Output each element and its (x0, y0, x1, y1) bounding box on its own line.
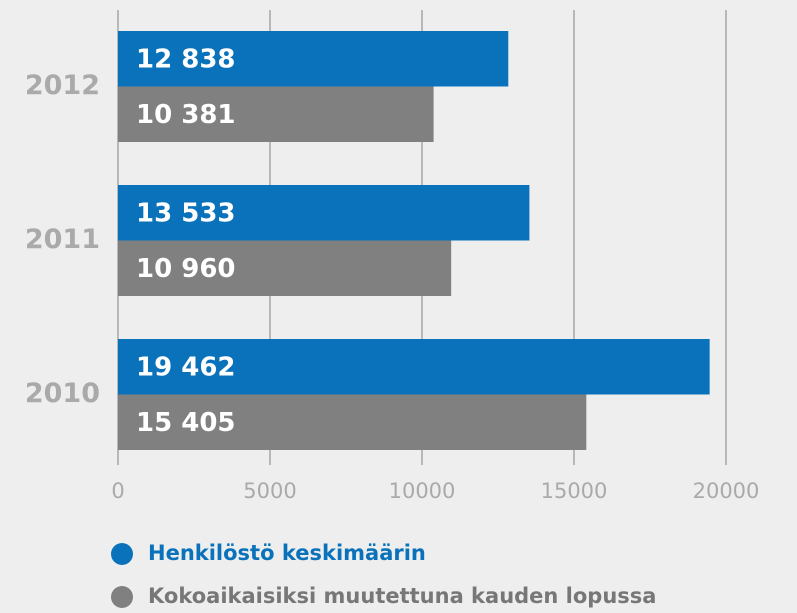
x-tick-label: 0 (111, 479, 124, 503)
legend-marker (111, 586, 133, 608)
bar (118, 394, 587, 450)
legend-label: Kokoaikaisiksi muutettuna kauden lopussa (148, 584, 656, 608)
x-tick-label: 10000 (389, 479, 456, 503)
bar-value-label: 10 381 (136, 100, 236, 130)
bar (118, 339, 710, 395)
bar (118, 185, 530, 241)
y-tick-label: 2011 (25, 224, 100, 255)
bar-value-label: 12 838 (136, 44, 236, 74)
x-tick-label: 20000 (693, 479, 760, 503)
bar (118, 240, 452, 296)
bar-value-label: 15 405 (136, 408, 236, 438)
bar (118, 86, 434, 142)
bar-value-label: 10 960 (136, 254, 236, 284)
bar-value-label: 19 462 (136, 352, 236, 382)
bar-value-label: 13 533 (136, 198, 236, 228)
legend-label: Henkilöstö keskimäärin (148, 541, 426, 565)
x-tick-label: 5000 (243, 479, 296, 503)
legend-marker (111, 543, 133, 565)
y-tick-label: 2010 (25, 378, 100, 409)
bar (118, 31, 509, 87)
y-tick-label: 2012 (25, 70, 100, 101)
x-tick-label: 15000 (541, 479, 608, 503)
